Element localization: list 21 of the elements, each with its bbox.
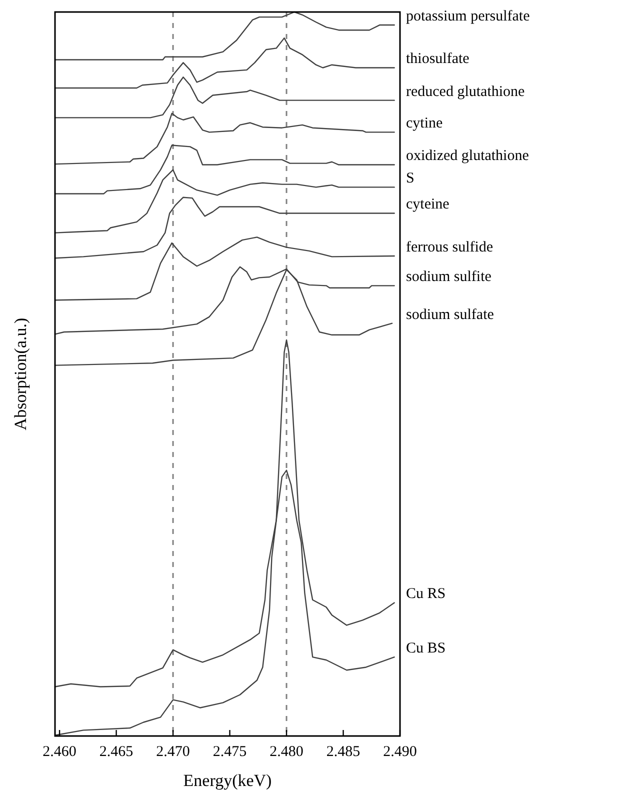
series-label: sodium sulfate — [406, 306, 494, 323]
series-label: ferrous sulfide — [406, 239, 494, 256]
series-label: reduced glutathione — [406, 84, 526, 100]
series-label: sodium sulfite — [406, 269, 492, 286]
series-label: cyteine — [406, 196, 450, 213]
x-tick-label: 2.475 — [212, 744, 247, 760]
x-tick-label: 2.485 — [326, 744, 360, 760]
series-label: S — [406, 170, 414, 187]
series-label: oxidized glutathione — [406, 148, 530, 164]
series-label: Cu BS — [406, 640, 446, 657]
series-label: cytine — [406, 116, 443, 132]
series-label: Cu RS — [406, 586, 446, 602]
series-label: thiosulfate — [406, 51, 470, 68]
x-tick-label: 2.460 — [42, 744, 76, 760]
x-tick-label: 2.465 — [99, 744, 134, 760]
x-axis-title: Energy(keV) — [183, 771, 272, 790]
x-tick-label: 2.480 — [270, 744, 304, 760]
series-label: potassium persulfate — [406, 8, 530, 24]
y-axis-title: Absorption(a.u.) — [11, 318, 30, 430]
x-tick-label: 2.490 — [383, 744, 417, 760]
x-tick-label: 2.470 — [156, 744, 190, 760]
